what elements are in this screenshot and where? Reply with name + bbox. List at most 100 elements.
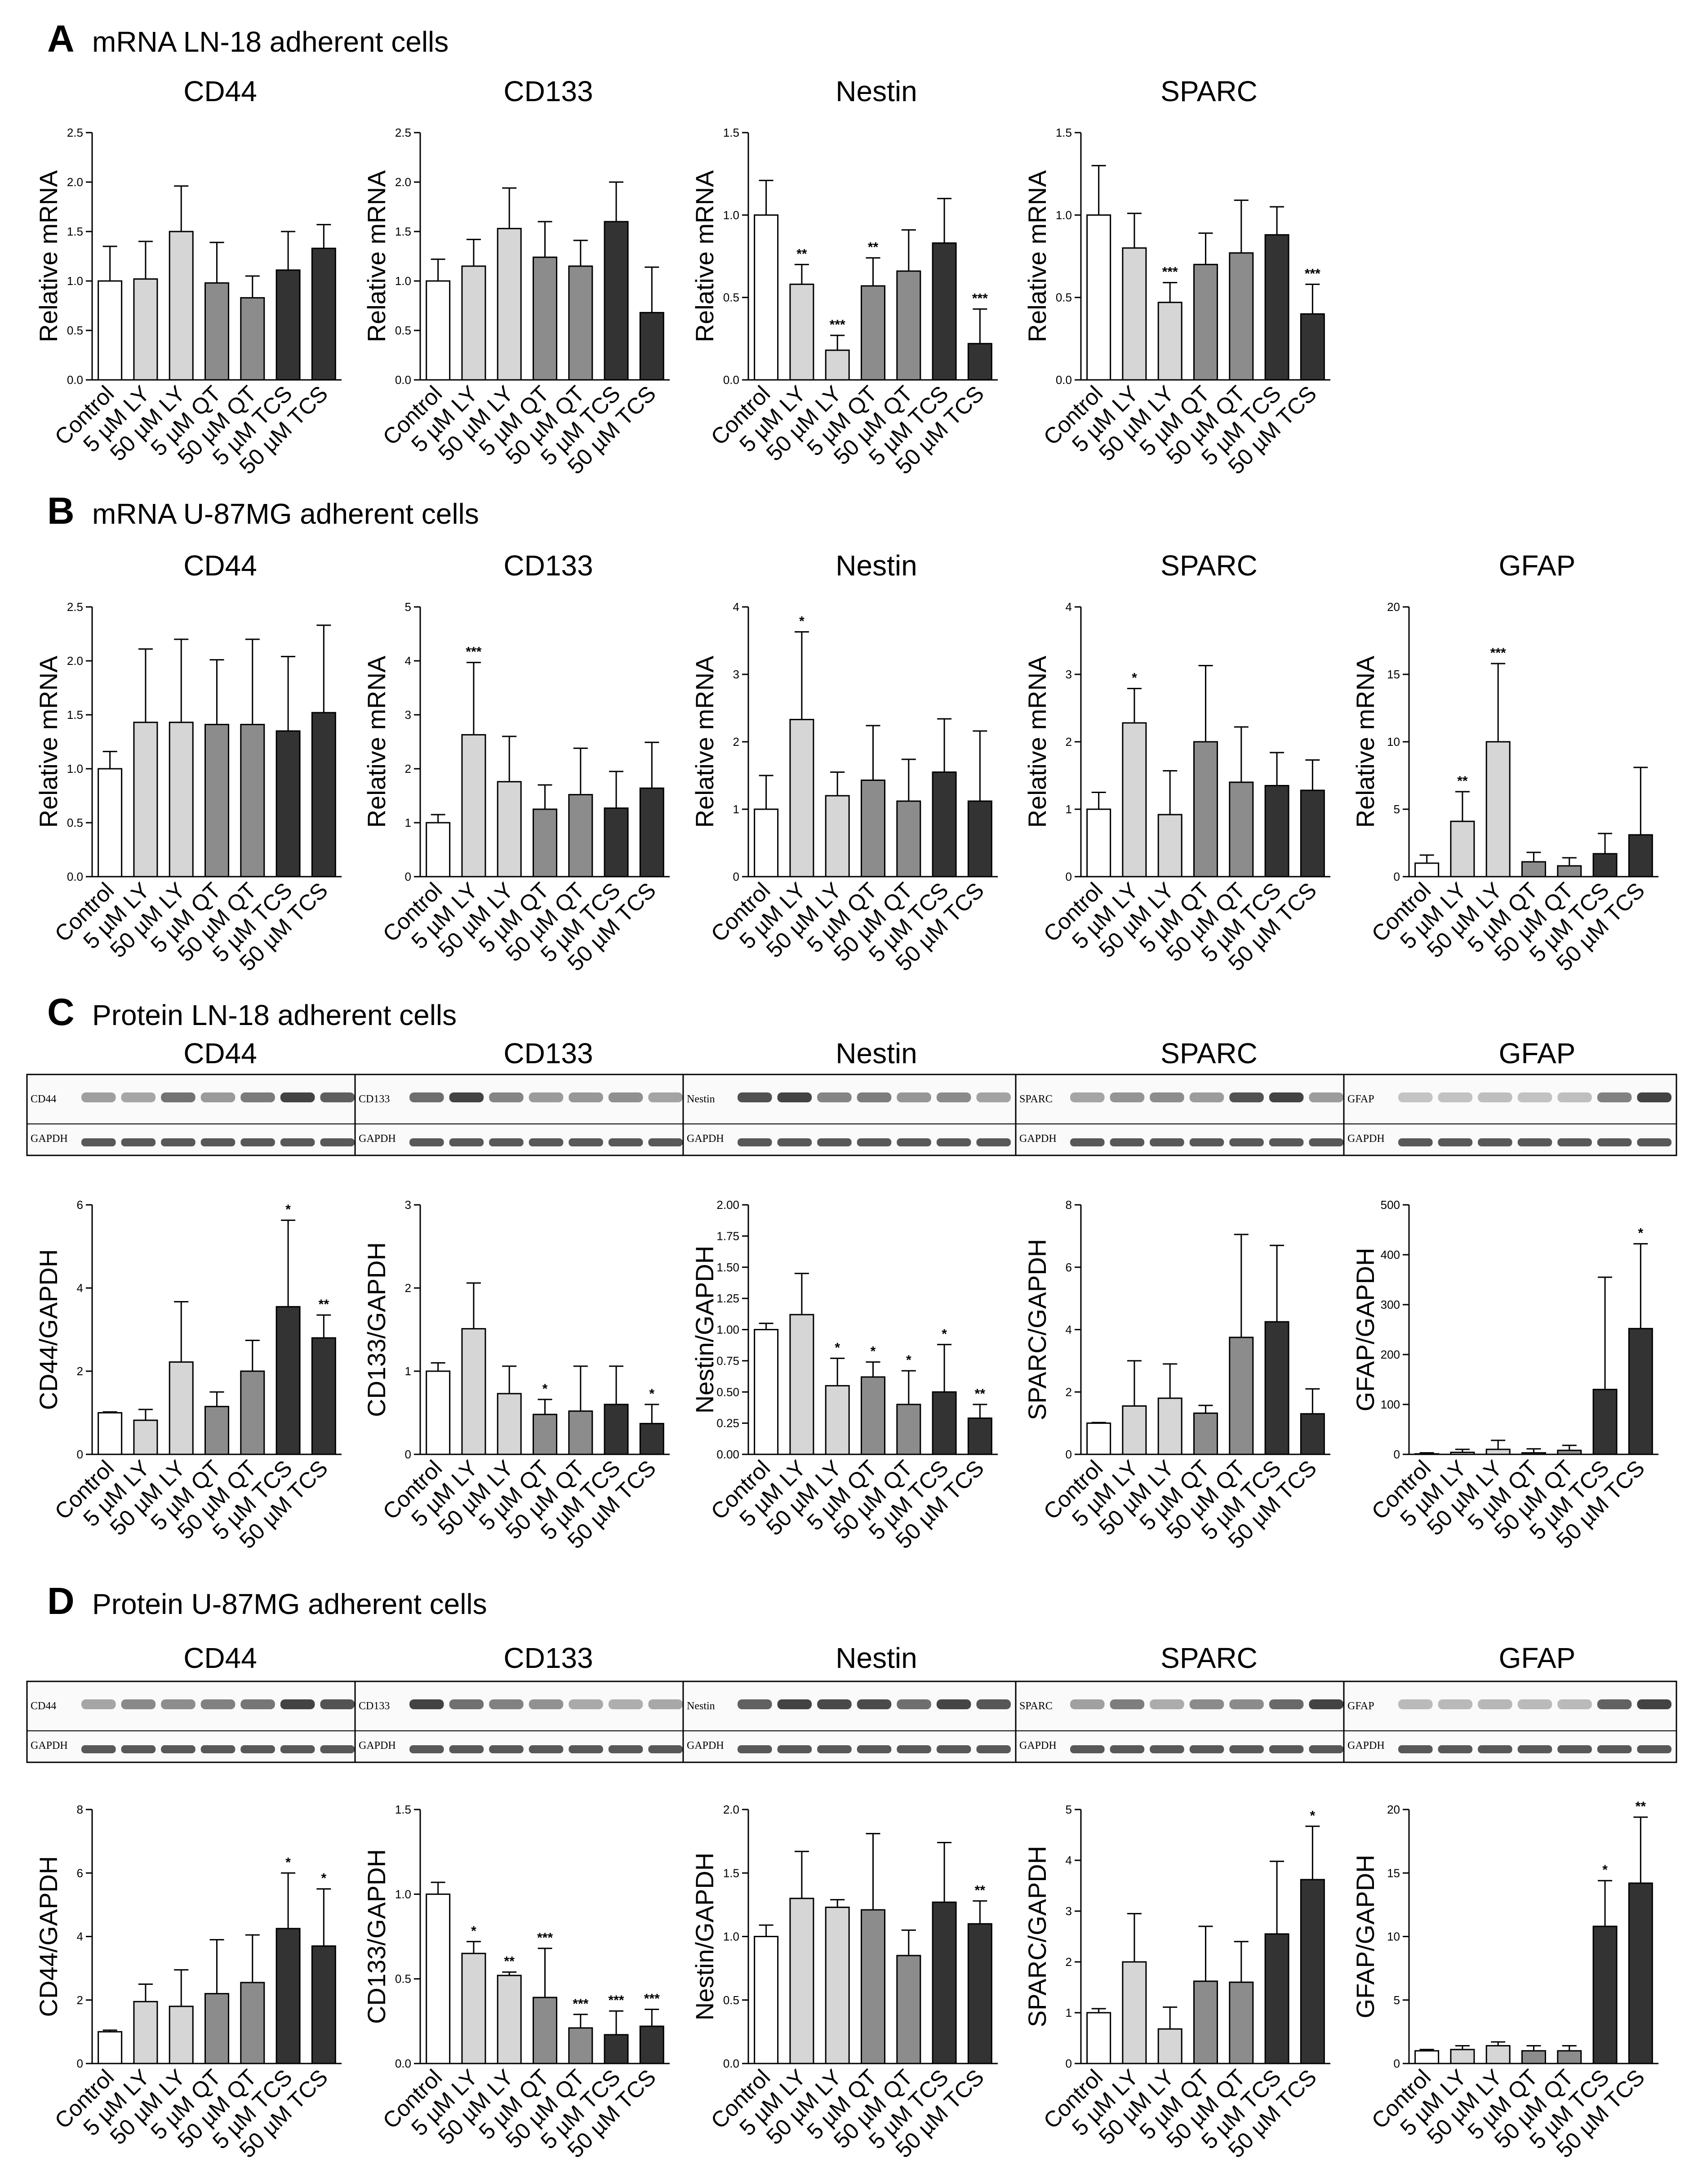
- panel-letter-B: B: [47, 490, 75, 532]
- bar-1: [426, 1893, 451, 2064]
- western-blot: CD133 GAPDH: [354, 1074, 689, 1156]
- y-tick-label: 0.5: [395, 1972, 411, 1986]
- blot-band: [529, 1092, 564, 1102]
- y-tick-label: 0.0: [395, 373, 411, 387]
- y-tick-label: 0.0: [723, 2057, 739, 2070]
- chart-title: Nestin: [836, 549, 917, 582]
- y-tick-label: 15: [1387, 668, 1400, 681]
- y-tick-label: 6: [77, 1866, 83, 1880]
- y-tick-label: 4: [1066, 600, 1072, 614]
- y-axis-label: GFAP/GAPDH: [1351, 1248, 1379, 1411]
- gapdh-band: [240, 1745, 275, 1753]
- y-axis-label: Relative mRNA: [1023, 170, 1051, 342]
- bar-5: [1557, 2050, 1582, 2064]
- gapdh-band: [1438, 1745, 1473, 1753]
- bar-3: [497, 781, 522, 878]
- gapdh-band: [1070, 1138, 1105, 1146]
- significance-marker: *: [471, 1924, 476, 1939]
- gapdh-band: [240, 1138, 275, 1146]
- gapdh-band: [1110, 1138, 1145, 1146]
- bar-2: [133, 722, 158, 878]
- y-tick-label: 2: [405, 1281, 411, 1295]
- blot-band: [1309, 1092, 1343, 1102]
- blot-band: [936, 1092, 971, 1102]
- bar-2: [789, 719, 814, 878]
- panel-title-A: mRNA LN-18 adherent cells: [92, 26, 449, 58]
- blot-band: [200, 1699, 236, 1709]
- bar-3: [1485, 2045, 1511, 2064]
- bar-2: [789, 1314, 814, 1455]
- significance-marker: *: [285, 1855, 291, 1870]
- blot-band: [648, 1699, 683, 1709]
- bar-5: [1557, 1449, 1582, 1455]
- y-tick-label: 0.75: [716, 1354, 739, 1368]
- bar-6: [276, 1928, 301, 2064]
- bar-5: [240, 724, 265, 878]
- gapdh-band: [1597, 1138, 1632, 1146]
- gapdh-band: [857, 1745, 892, 1753]
- gapdh-band: [1557, 1745, 1592, 1753]
- y-axis-label: Relative mRNA: [34, 170, 62, 342]
- bar-2: [789, 1898, 814, 2064]
- gapdh-band: [409, 1745, 444, 1753]
- blot-band: [1597, 1092, 1632, 1102]
- bar-3: [497, 1393, 522, 1455]
- blot-gapdh-label: GAPDH: [359, 1133, 396, 1145]
- significance-marker: **: [975, 1386, 986, 1401]
- bar-4: [1521, 1452, 1546, 1455]
- chart-title: GFAP: [1499, 1642, 1576, 1674]
- gapdh-band: [897, 1138, 931, 1146]
- y-tick-label: 1: [405, 816, 411, 829]
- y-tick-label: 1.0: [67, 762, 83, 776]
- y-tick-label: 2.0: [723, 1803, 739, 1816]
- bar-4: [861, 285, 885, 381]
- bar-7: [967, 343, 992, 381]
- blot-band: [608, 1092, 643, 1102]
- gapdh-band: [1557, 1138, 1592, 1146]
- bar-7: [639, 1423, 664, 1455]
- y-tick-label: 10: [1387, 1930, 1400, 1943]
- blot-protein-label: SPARC: [1019, 1700, 1053, 1712]
- y-tick-label: 0.5: [67, 324, 83, 337]
- y-axis-label: CD44/GAPDH: [34, 1856, 62, 2017]
- bar-6: [276, 269, 301, 381]
- y-tick-label: 1.0: [67, 274, 83, 288]
- bar-6: [604, 221, 629, 381]
- blot-band: [569, 1092, 603, 1102]
- western-blot: CD133 GAPDH: [354, 1680, 689, 1763]
- gapdh-band: [897, 1745, 931, 1753]
- bar-1: [1086, 2012, 1111, 2064]
- y-axis-label: Relative mRNA: [690, 170, 719, 342]
- bar-2: [1450, 2049, 1475, 2064]
- blot-protein-label: Nestin: [687, 1093, 715, 1105]
- blot-band: [936, 1699, 971, 1709]
- blot-band: [1557, 1092, 1592, 1102]
- significance-marker: *: [906, 1353, 911, 1368]
- blot-band: [897, 1092, 931, 1102]
- y-tick-label: 1: [405, 1364, 411, 1378]
- chart-D-nestin: Nestin0.00.51.01.52.0Nestin/GAPDHControl…: [682, 1642, 1017, 2163]
- gapdh-band: [320, 1138, 355, 1146]
- blot-band: [777, 1092, 812, 1102]
- gapdh-band: [1189, 1138, 1224, 1146]
- bar-6: [604, 2034, 629, 2064]
- western-blot: Nestin GAPDH: [682, 1680, 1017, 1763]
- y-tick-label: 1: [1066, 802, 1072, 816]
- gapdh-band: [1229, 1745, 1264, 1753]
- y-tick-label: 0: [1394, 2057, 1400, 2070]
- gapdh-band: [529, 1745, 564, 1753]
- blot-band: [1478, 1699, 1512, 1709]
- chart-title: CD44: [183, 1037, 257, 1070]
- gapdh-band: [1269, 1745, 1304, 1753]
- gapdh-band: [976, 1138, 1011, 1146]
- y-axis-label: Nestin/GAPDH: [690, 1246, 719, 1413]
- chart-title: SPARC: [1160, 549, 1258, 582]
- y-tick-label: 1.5: [723, 126, 739, 139]
- blot-protein-label: Nestin: [687, 1700, 715, 1712]
- chart-title: CD44: [183, 549, 257, 582]
- y-tick-label: 400: [1381, 1248, 1400, 1261]
